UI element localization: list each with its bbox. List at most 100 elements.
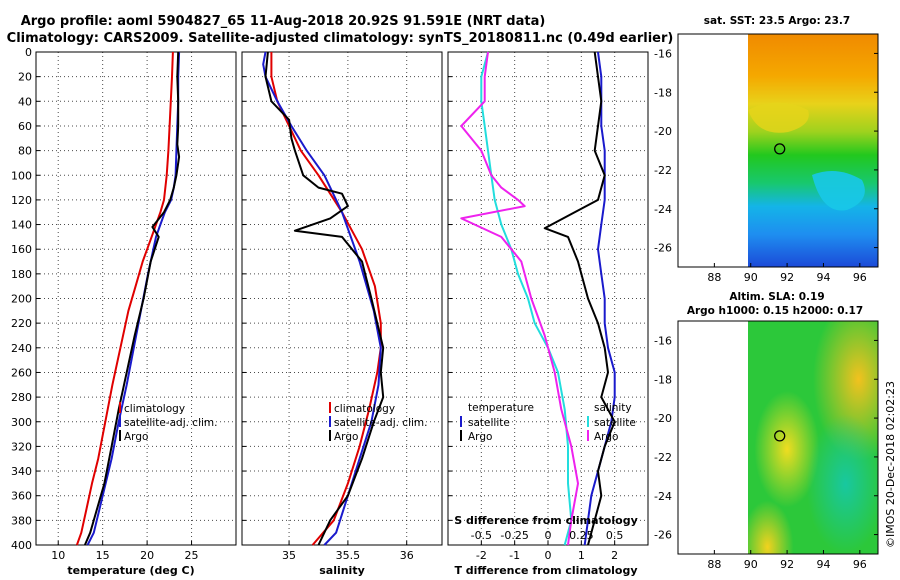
y-tick-label: 20 (18, 71, 32, 84)
y-tick-label: 60 (18, 120, 32, 133)
difference-xlabel: T difference from climatology (454, 564, 637, 577)
x-tick-label: 35.5 (336, 549, 361, 562)
legend-title-temperature: temperature (468, 402, 534, 414)
map-y-tick-label: -16 (654, 47, 672, 60)
sla-map-panel: Altim. SLA: 0.19 Argo h1000: 0.15 h2000:… (654, 291, 879, 571)
series-line-climatology (270, 52, 382, 546)
y-tick-label: 100 (11, 169, 32, 182)
legend-label-t-satellite: satellite (468, 417, 510, 429)
map-y-tick-label: -26 (654, 529, 672, 542)
map-y-tick-label: -24 (654, 203, 672, 216)
y-tick-label: 220 (11, 317, 32, 330)
map-y-tick-label: -24 (654, 490, 672, 503)
series-line-satellite-adj-clim- (262, 51, 382, 546)
y-tick-label: 240 (11, 342, 32, 355)
difference-panel: -2 -1 0 1 2 T difference from climatology S … (447, 51, 649, 577)
y-tick-label: 380 (11, 514, 32, 527)
sst-map-blank (678, 34, 748, 267)
y-tick-label: 0 (25, 46, 32, 59)
y-tick-label: 120 (11, 194, 32, 207)
y-tick-label: 160 (11, 243, 32, 256)
legend-label-s-satellite: satellite (594, 417, 636, 429)
x-tick-label: 35 (282, 549, 296, 562)
y-tick-label: 340 (11, 465, 32, 478)
y-tick-label: 80 (18, 145, 32, 158)
map-x-tick-label: 96 (853, 558, 867, 571)
temperature-legend: climatology satellite-adj. clim. Argo (119, 402, 217, 443)
map-x-tick-label: 94 (816, 271, 830, 284)
legend-label-satellite: satellite-adj. clim. (124, 417, 217, 429)
map-y-tick-label: -22 (654, 164, 672, 177)
sst-map-title: sat. SST: 23.5 Argo: 23.7 (704, 15, 850, 27)
salinity-panel: 35 35.5 36 salinity climatology satellite-… (241, 51, 443, 577)
y-tick-label: 40 (18, 95, 32, 108)
sla-map-subtitle: Argo h1000: 0.15 h2000: 0.17 (687, 305, 863, 317)
sst-map-axes (677, 33, 879, 268)
map-y-tick-label: -20 (654, 412, 672, 425)
y-tick-label: 260 (11, 366, 32, 379)
sla-map-axes (677, 320, 879, 555)
series-line-s-satellite (480, 51, 573, 546)
series-line-argo (83, 51, 181, 546)
map-y-tick-label: -16 (654, 334, 672, 347)
x-tick-label: 36 (400, 549, 414, 562)
map-x-tick-label: 92 (780, 558, 794, 571)
y-tick-label: 200 (11, 293, 32, 306)
s-tick-label: 0.5 (606, 529, 624, 542)
map-y-tick-label: -20 (654, 125, 672, 138)
legend-label-argo: Argo (334, 431, 358, 443)
map-x-tick-label: 94 (816, 558, 830, 571)
map-y-tick-label: -18 (654, 86, 672, 99)
x-tick-label: -1 (509, 549, 520, 562)
x-tick-label: 20 (140, 549, 154, 562)
y-tick-label: 300 (11, 416, 32, 429)
y-tick-label: 180 (11, 268, 32, 281)
s-tick-label: 0 (545, 529, 552, 542)
y-tick-label: 400 (11, 539, 32, 552)
sst-map-warm-patch (748, 102, 809, 133)
legend-label-climatology: climatology (124, 403, 185, 415)
map-x-tick-label: 90 (744, 271, 758, 284)
series-line-satellite-adj-clim- (86, 51, 181, 546)
timestamp: ©IMOS 20-Dec-2018 02:02:23 (884, 381, 897, 548)
difference-legend: temperature satellite Argo salinity sate… (460, 402, 636, 443)
map-y-tick-label: -22 (654, 451, 672, 464)
s-tick-label: -0.5 (471, 529, 492, 542)
s-tick-label: -0.25 (500, 529, 528, 542)
sst-map-eddy (812, 171, 865, 211)
sst-map-field (748, 34, 878, 267)
x-tick-label: 10 (51, 549, 65, 562)
legend-label-climatology: climatology (334, 403, 395, 415)
temperature-xlabel: temperature (deg C) (67, 564, 194, 577)
y-tick-label: 320 (11, 440, 32, 453)
map-x-tick-label: 90 (744, 558, 758, 571)
legend-label-s-argo: Argo (594, 431, 618, 443)
sla-argo-marker (774, 430, 786, 442)
series-line-t-argo (543, 51, 616, 546)
sst-map-panel: sat. SST: 23.5 Argo: 23.7 88 90 92 94 96 -16 -… (654, 15, 879, 284)
title-line-2: Climatology: CARS2009. Satellite-adjuste… (7, 31, 674, 46)
series-line-argo (264, 51, 385, 546)
series-line-climatology (75, 51, 174, 546)
series-line-s-argo (460, 51, 579, 546)
map-y-tick-label: -26 (654, 242, 672, 255)
salinity-legend: climatology satellite-adj. clim. Argo (329, 402, 427, 443)
map-x-tick-label: 92 (780, 271, 794, 284)
title-line-1: Argo profile: aoml 5904827_65 11-Aug-201… (21, 14, 546, 29)
y-tick-label: 360 (11, 490, 32, 503)
sst-argo-marker (774, 143, 786, 155)
legend-label-t-argo: Argo (468, 431, 492, 443)
legend-label-argo: Argo (124, 431, 148, 443)
y-tick-label: 280 (11, 391, 32, 404)
sla-map-blank (678, 321, 748, 554)
map-x-tick-label: 88 (707, 271, 721, 284)
map-y-tick-label: -18 (654, 373, 672, 386)
map-x-tick-label: 96 (853, 271, 867, 284)
difference-xlabel-top: S difference from climatology (454, 514, 638, 527)
legend-label-satellite: satellite-adj. clim. (334, 417, 427, 429)
sla-map-title: Altim. SLA: 0.19 (729, 291, 824, 303)
temperature-panel: 0 20 40 60 80 100 120 140 160 180 200 220 240 260 280 3… (11, 46, 237, 577)
map-x-tick-label: 88 (707, 558, 721, 571)
x-tick-label: -2 (476, 549, 487, 562)
x-tick-label: 1 (578, 549, 585, 562)
